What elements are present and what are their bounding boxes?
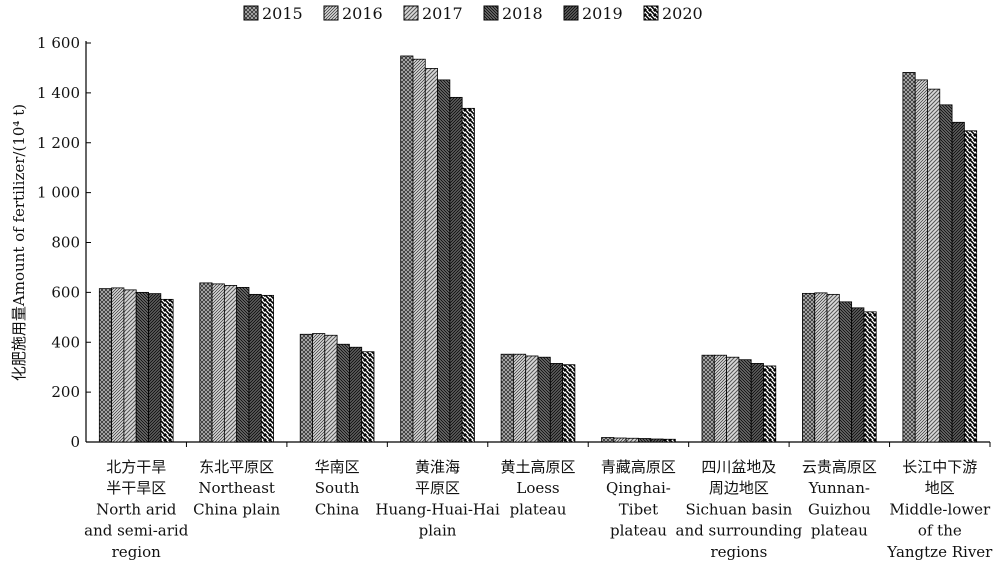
bar-2015 — [199, 282, 213, 443]
bar-2017 — [927, 88, 941, 443]
bar-2018 — [336, 343, 350, 443]
bar-2016 — [211, 283, 225, 443]
legend-swatch — [643, 5, 659, 21]
x-category-label: 华南区 South China — [315, 458, 360, 518]
bar-2019 — [449, 96, 463, 443]
bar-2015 — [400, 55, 414, 443]
bar-2019 — [851, 307, 865, 443]
bar-2018 — [236, 286, 250, 443]
bar-2020 — [863, 311, 877, 443]
bar-2015 — [902, 72, 916, 443]
legend-label: 2018 — [502, 4, 543, 23]
bar-2018 — [638, 438, 652, 443]
bar-2017 — [424, 68, 438, 443]
bar-2019 — [248, 293, 262, 443]
bar-2019 — [750, 363, 764, 443]
bar-2019 — [349, 346, 363, 443]
category-labels: 北方干旱半干旱区 North arid and semi-arid region东北平… — [84, 458, 993, 561]
legend-label: 2015 — [262, 4, 303, 23]
bar-2019 — [951, 121, 965, 443]
bar-2020 — [160, 298, 174, 443]
legend: 2015 2016 2017 2018 2019 2020 — [243, 4, 703, 23]
bar-2017 — [525, 355, 539, 443]
y-tick-label: 1 000 — [37, 184, 80, 202]
x-category-label: 黄土高原区 Loess plateau — [500, 458, 575, 518]
bar-2019 — [549, 363, 563, 443]
bar-2015 — [701, 354, 715, 443]
bar-2016 — [713, 354, 727, 443]
y-tick-label: 1 600 — [37, 34, 80, 52]
legend-swatch — [403, 5, 419, 21]
bar-2017 — [223, 284, 238, 443]
bar-2017 — [625, 437, 639, 443]
bar-2015 — [98, 288, 113, 443]
bar-2020 — [963, 130, 978, 443]
bar-2018 — [738, 359, 752, 443]
bar-2017 — [324, 334, 338, 443]
x-category-label: 四川盆地及周边地区 Sichuan basin and surrounding reg… — [676, 458, 803, 561]
bar-2018 — [939, 104, 953, 443]
x-category-label: 黄淮海平原区 Huang-Huai-Hai plain — [375, 458, 500, 540]
x-category-label: 青藏高原区 Qinghai-Tibet plateau — [601, 458, 676, 540]
y-tick-label: 200 — [51, 383, 80, 401]
bar-2018 — [537, 356, 551, 443]
bar-2020 — [461, 107, 475, 443]
legend-swatch — [483, 5, 499, 21]
legend-swatch — [563, 5, 579, 21]
bar-2015 — [802, 292, 816, 443]
bar-2015 — [500, 353, 514, 443]
bar-2020 — [562, 364, 576, 443]
bar-2017 — [826, 293, 840, 443]
bar-2016 — [111, 287, 125, 443]
bar-2019 — [148, 293, 162, 443]
x-category-label: 北方干旱半干旱区 North arid and semi-arid region — [84, 458, 189, 561]
axes: 0 200 400 600 800 1 000 1 200 1 400 1 600 化肥施用量Am… — [10, 34, 991, 451]
bar-2016 — [513, 353, 527, 443]
bar-2016 — [914, 79, 928, 443]
bar-2016 — [613, 437, 627, 443]
bar-2015 — [601, 437, 615, 443]
legend-label: 2017 — [422, 4, 463, 23]
y-tick-label: 1 400 — [37, 84, 80, 102]
bar-2019 — [650, 438, 664, 443]
y-tick-label: 600 — [51, 283, 80, 301]
legend-label: 2020 — [662, 4, 703, 23]
legend-swatch — [243, 5, 259, 21]
bar-2020 — [260, 294, 274, 443]
x-category-label: 云贵高原区 Yunnan-Guizhou plateau — [802, 458, 877, 540]
bar-2018 — [135, 291, 149, 443]
bar-2016 — [312, 333, 326, 443]
y-axis-title: 化肥施用量Amount of fertilizer/(10⁴ t) — [10, 104, 28, 381]
y-tick-label: 800 — [51, 234, 80, 252]
bar-2016 — [814, 292, 828, 443]
bar-2020 — [361, 351, 375, 443]
x-category-label: 长江中下游地区 Middle-lower of the Yangtze River — [886, 458, 993, 561]
bar-2016 — [412, 58, 426, 443]
y-tick-label: 0 — [70, 433, 80, 451]
bar-2017 — [726, 356, 740, 443]
bar-2018 — [437, 79, 451, 443]
bar-2020 — [662, 438, 676, 443]
bar-2015 — [299, 333, 313, 443]
y-tick-label: 1 200 — [37, 134, 80, 152]
bar-2018 — [838, 301, 853, 443]
legend-label: 2019 — [582, 4, 623, 23]
bars — [98, 55, 978, 443]
x-category-label: 东北平原区 Northeast China plain — [193, 458, 280, 518]
bar-2017 — [123, 289, 137, 443]
legend-label: 2016 — [342, 4, 383, 23]
bar-2020 — [763, 365, 777, 443]
legend-swatch — [323, 5, 339, 21]
y-tick-label: 400 — [51, 333, 80, 351]
